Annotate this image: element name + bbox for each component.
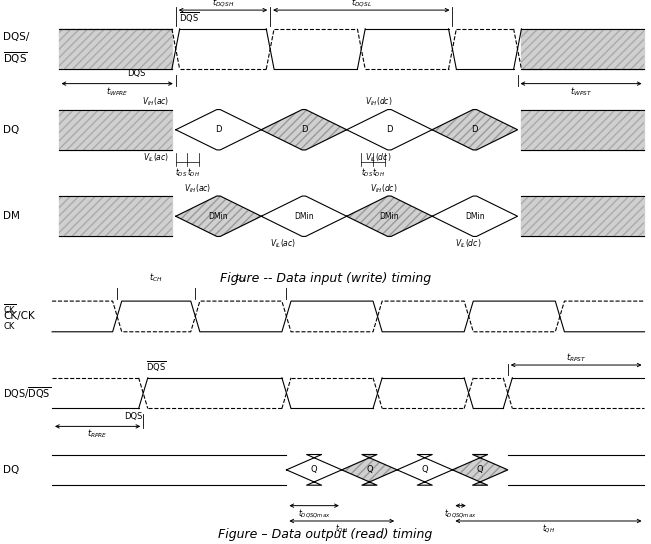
Text: D: D	[301, 125, 307, 134]
Text: Q: Q	[311, 465, 318, 474]
Text: Q: Q	[477, 465, 484, 474]
Text: $t_{RPRE}$: $t_{RPRE}$	[87, 428, 108, 440]
Text: Figure -- Data input (write) timing: Figure -- Data input (write) timing	[220, 273, 431, 286]
Text: CK: CK	[3, 322, 14, 331]
Polygon shape	[176, 109, 261, 150]
Text: $t_{WPST}$: $t_{WPST}$	[570, 85, 592, 97]
Text: $V_{IL}(ac)$: $V_{IL}(ac)$	[143, 151, 169, 164]
Text: CK/CK: CK/CK	[3, 312, 35, 322]
Polygon shape	[286, 455, 342, 485]
Polygon shape	[342, 455, 397, 485]
Text: $V_{IL}(dc)$: $V_{IL}(dc)$	[455, 238, 482, 250]
Text: $t_{QH}$: $t_{QH}$	[335, 522, 348, 535]
Polygon shape	[432, 196, 518, 237]
Text: $t_{DQSQmax}$: $t_{DQSQmax}$	[298, 507, 331, 520]
Text: DQS: DQS	[128, 70, 146, 78]
Polygon shape	[176, 196, 261, 237]
Text: D: D	[215, 125, 222, 134]
Text: DQ: DQ	[3, 125, 20, 135]
Text: $t_{WPRE}$: $t_{WPRE}$	[106, 85, 128, 97]
Polygon shape	[261, 109, 347, 150]
Text: DQS/$\overline{\rm DQS}$: DQS/$\overline{\rm DQS}$	[3, 385, 51, 401]
Polygon shape	[432, 109, 518, 150]
Text: $V_{IH}(ac)$: $V_{IH}(ac)$	[142, 96, 169, 108]
Text: DMin: DMin	[294, 212, 314, 221]
Text: $V_{IH}(ac)$: $V_{IH}(ac)$	[184, 182, 212, 195]
Text: $t_{DQSH}$: $t_{DQSH}$	[212, 0, 234, 9]
Polygon shape	[346, 109, 432, 150]
Text: DM: DM	[3, 211, 20, 221]
Text: $\overline{\rm CK}$: $\overline{\rm CK}$	[3, 302, 17, 317]
Polygon shape	[346, 196, 432, 237]
Text: $t_{QH}$: $t_{QH}$	[542, 522, 555, 535]
Text: DQ: DQ	[3, 465, 20, 475]
Polygon shape	[261, 196, 347, 237]
Text: $t_{DH}$: $t_{DH}$	[372, 166, 385, 179]
Text: $t_{RPST}$: $t_{RPST}$	[566, 351, 587, 364]
Text: Q: Q	[366, 465, 373, 474]
Text: $t_{CH}$: $t_{CH}$	[150, 272, 163, 285]
Polygon shape	[397, 455, 452, 485]
Text: $\overline{\rm DQS}$: $\overline{\rm DQS}$	[3, 51, 28, 66]
Text: Figure – Data output (read) timing: Figure – Data output (read) timing	[218, 528, 433, 541]
Text: DQS/: DQS/	[3, 32, 30, 42]
Text: $\overline{\rm DQS}$: $\overline{\rm DQS}$	[179, 10, 199, 25]
Text: DMin: DMin	[209, 212, 229, 221]
Text: D: D	[471, 125, 478, 134]
Text: $t_{DH}$: $t_{DH}$	[187, 166, 200, 179]
Text: $V_{IH}(dc)$: $V_{IH}(dc)$	[370, 182, 397, 195]
Polygon shape	[452, 455, 508, 485]
Text: $V_{IL}(dc)$: $V_{IL}(dc)$	[365, 151, 391, 164]
Text: $t_{DQSQmax}$: $t_{DQSQmax}$	[444, 507, 477, 520]
Text: $\overline{\rm DQS}$: $\overline{\rm DQS}$	[146, 359, 167, 374]
Text: $V_{IL}(ac)$: $V_{IL}(ac)$	[270, 238, 296, 250]
Text: DMin: DMin	[380, 212, 399, 221]
Text: DQS: DQS	[124, 412, 142, 421]
Text: $t_{DS}$: $t_{DS}$	[176, 166, 187, 179]
Text: DMin: DMin	[465, 212, 484, 221]
Text: $t_{CL}$: $t_{CL}$	[235, 272, 247, 285]
Text: $t_{DQSL}$: $t_{DQSL}$	[351, 0, 372, 9]
Text: Q: Q	[421, 465, 428, 474]
Text: $V_{IH}(dc)$: $V_{IH}(dc)$	[365, 96, 392, 108]
Text: $t_{DS}$: $t_{DS}$	[361, 166, 373, 179]
Text: D: D	[386, 125, 393, 134]
